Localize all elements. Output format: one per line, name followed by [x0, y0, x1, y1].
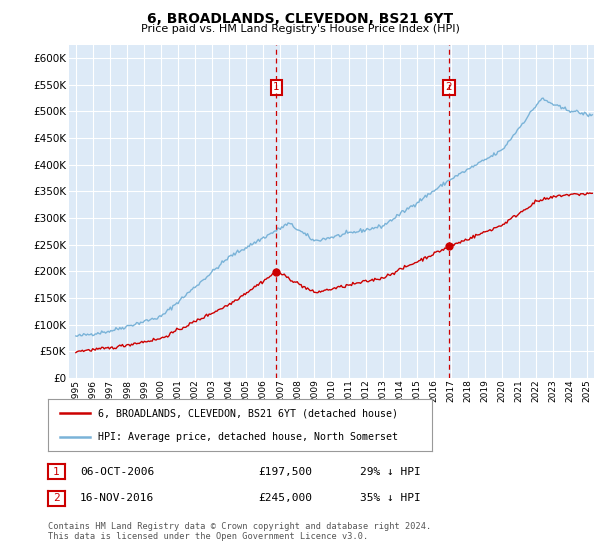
Text: 35% ↓ HPI: 35% ↓ HPI: [360, 493, 421, 503]
Text: 1: 1: [53, 466, 60, 477]
Text: 2: 2: [445, 82, 452, 92]
Text: £197,500: £197,500: [258, 466, 312, 477]
Text: 1: 1: [273, 82, 280, 92]
Text: 6, BROADLANDS, CLEVEDON, BS21 6YT: 6, BROADLANDS, CLEVEDON, BS21 6YT: [147, 12, 453, 26]
Text: £245,000: £245,000: [258, 493, 312, 503]
Text: HPI: Average price, detached house, North Somerset: HPI: Average price, detached house, Nort…: [98, 432, 398, 442]
Text: 29% ↓ HPI: 29% ↓ HPI: [360, 466, 421, 477]
Text: 6, BROADLANDS, CLEVEDON, BS21 6YT (detached house): 6, BROADLANDS, CLEVEDON, BS21 6YT (detac…: [98, 408, 398, 418]
Text: Price paid vs. HM Land Registry's House Price Index (HPI): Price paid vs. HM Land Registry's House …: [140, 24, 460, 34]
Text: 06-OCT-2006: 06-OCT-2006: [80, 466, 154, 477]
Text: Contains HM Land Registry data © Crown copyright and database right 2024.
This d: Contains HM Land Registry data © Crown c…: [48, 522, 431, 542]
Text: 2: 2: [53, 493, 60, 503]
Text: 16-NOV-2016: 16-NOV-2016: [80, 493, 154, 503]
